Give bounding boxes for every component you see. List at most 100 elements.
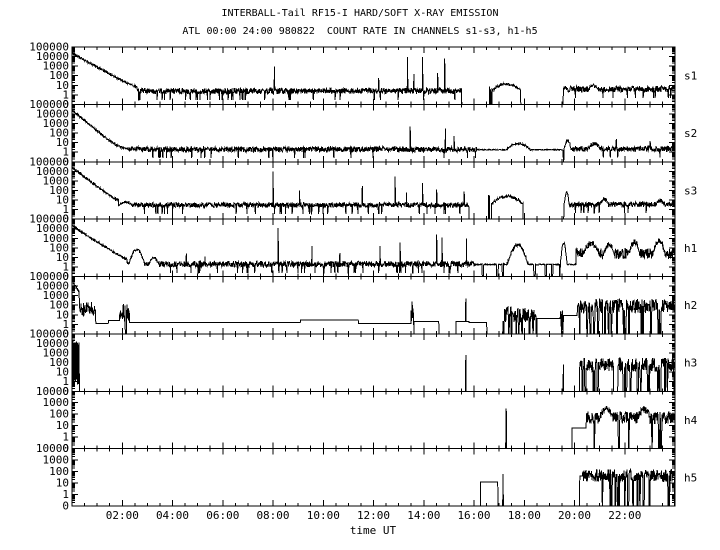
x-tick-label: 10:00: [307, 509, 340, 522]
channel-label-h4: h4: [684, 414, 698, 427]
x-axis-title: time UT: [350, 524, 397, 537]
y-tick-label: 10: [56, 79, 69, 92]
y-tick-label: 10: [56, 308, 69, 321]
x-tick-label: 14:00: [407, 509, 440, 522]
axis-ticks: [72, 448, 675, 506]
y-tick-label: 1: [62, 260, 69, 273]
y-tick-label: 0: [62, 385, 69, 398]
y-tick-label: 100000: [29, 213, 69, 226]
channel-label-s2: s2: [684, 127, 697, 140]
trace-s3: [71, 166, 676, 220]
y-tick-label: 100: [49, 299, 69, 312]
y-tick-label: 100: [49, 184, 69, 197]
y-tick-label: 1: [62, 488, 69, 501]
trace-h1: [71, 224, 676, 277]
channel-label-s3: s3: [684, 184, 697, 197]
channel-label-h2: h2: [684, 299, 697, 312]
x-axis-labels: 02:00 04:00 06:00 08:00 10:00 12:00 14:00 16:00…: [106, 509, 642, 537]
y-tick-label: 1000: [43, 347, 70, 360]
y-tick-label: 100000: [29, 155, 69, 168]
axis-ticks: [72, 391, 675, 449]
y-tick-label: 10000: [36, 280, 69, 293]
y-tick-label: 10: [56, 251, 69, 264]
trace-h2: [71, 280, 676, 335]
y-tick-label: 100: [49, 241, 69, 254]
axis-ticks: [72, 104, 675, 162]
figure-title: INTERBALL-Tail RF15-I HARD/SOFT X-RAY EM…: [221, 8, 499, 19]
y-tick-label: 100: [49, 465, 69, 478]
y-tick-label: 1: [62, 431, 69, 444]
y-tick-label: 1000: [43, 117, 70, 130]
y-tick-label: 10000: [36, 385, 69, 398]
panel-frame: [71, 218, 676, 278]
trace-h4: [72, 405, 676, 450]
channel-label-h1: h1: [684, 242, 697, 255]
x-tick-label: 18:00: [508, 509, 541, 522]
y-tick-label: 1: [62, 203, 69, 216]
y-tick-label: 10: [56, 419, 69, 432]
channel-label-h5: h5: [684, 471, 697, 484]
y-tick-label: 0: [62, 500, 69, 513]
x-tick-label: 08:00: [256, 509, 289, 522]
y-tick-label: 1000: [43, 60, 70, 73]
y-tick-label: 10000: [36, 337, 69, 350]
y-tick-label: 1000: [43, 396, 70, 409]
x-tick-label: 16:00: [457, 509, 490, 522]
y-tick-label: 100: [49, 408, 69, 421]
y-tick-label: 100000: [29, 41, 69, 54]
y-tick-label: 100000: [29, 98, 69, 111]
figure-subtitle: ATL 00:00 24:00 980822 COUNT RATE IN CHA…: [182, 26, 538, 37]
y-tick-label: 10: [56, 194, 69, 207]
trace-s2: [71, 110, 676, 163]
y-tick-label: 10000: [36, 50, 69, 63]
y-tick-label: 0: [62, 155, 69, 168]
y-tick-label: 1: [62, 318, 69, 331]
trace-h5: [72, 468, 676, 507]
trace-s1: [71, 52, 676, 105]
y-tick-label: 1: [62, 146, 69, 159]
x-tick-label: 02:00: [106, 509, 139, 522]
x-tick-label: 12:00: [357, 509, 390, 522]
y-tick-label: 1000: [43, 232, 70, 245]
y-tick-label: 10000: [36, 222, 69, 235]
y-tick-label: 0: [62, 442, 69, 455]
channel-label-s1: s1: [684, 70, 697, 83]
y-tick-label: 0: [62, 213, 69, 226]
y-tick-label: 100000: [29, 327, 69, 340]
x-tick-label: 20:00: [558, 509, 591, 522]
x-tick-label: 22:00: [608, 509, 641, 522]
y-tick-label: 100000: [29, 270, 69, 283]
y-tick-label: 10: [56, 477, 69, 490]
y-tick-label: 0: [62, 327, 69, 340]
y-tick-label: 0: [62, 98, 69, 111]
y-tick-label: 1000: [43, 454, 70, 467]
y-tick-label: 100: [49, 127, 69, 140]
y-tick-label: 10: [56, 136, 69, 149]
y-tick-label: 10000: [36, 165, 69, 178]
y-tick-label: 1000: [43, 289, 70, 302]
y-tick-label: 10000: [36, 107, 69, 120]
y-tick-label: 10: [56, 366, 69, 379]
axis-ticks: [72, 219, 675, 277]
y-tick-label: 1: [62, 375, 69, 388]
y-tick-label: 0: [62, 270, 69, 283]
channel-label-h3: h3: [684, 357, 697, 370]
x-tick-label: 04:00: [156, 509, 189, 522]
panel-frame: [71, 390, 676, 450]
trace-h3: [71, 340, 675, 392]
y-tick-label: 1: [62, 88, 69, 101]
y-tick-label: 100: [49, 356, 69, 369]
y-tick-label: 100: [49, 69, 69, 82]
y-tick-label: 1000: [43, 174, 70, 187]
x-tick-label: 06:00: [206, 509, 239, 522]
y-tick-label: 10000: [36, 442, 69, 455]
